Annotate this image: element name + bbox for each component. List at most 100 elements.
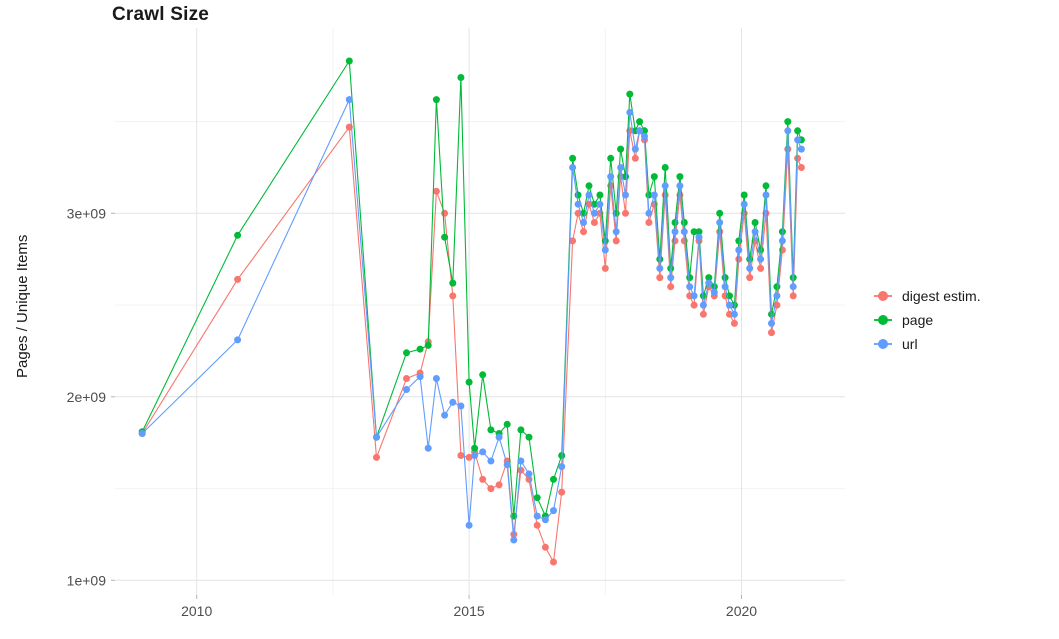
data-point	[789, 283, 797, 291]
data-point	[558, 463, 566, 471]
data-point	[601, 246, 609, 254]
data-point	[768, 319, 775, 327]
data-point	[794, 127, 802, 135]
data-point	[671, 228, 679, 236]
data-point	[574, 191, 582, 199]
data-point	[424, 341, 432, 349]
data-point	[622, 173, 629, 181]
data-point	[740, 191, 748, 199]
data-point	[650, 191, 658, 199]
data-point	[612, 237, 620, 245]
x-tick-label: 2020	[726, 603, 757, 619]
data-point	[441, 233, 449, 241]
data-point	[757, 264, 765, 272]
data-point	[465, 521, 473, 529]
data-point	[730, 319, 738, 327]
data-point	[487, 485, 495, 493]
data-point	[661, 182, 669, 190]
data-point	[695, 233, 703, 241]
data-point	[645, 209, 653, 217]
data-point	[441, 411, 449, 419]
data-point	[465, 453, 473, 461]
data-point	[716, 219, 724, 226]
axis-tick-marks	[111, 212, 742, 599]
data-point	[569, 164, 577, 171]
data-point	[479, 448, 487, 456]
data-point	[735, 237, 743, 245]
data-point	[479, 475, 487, 483]
data-point	[590, 209, 598, 217]
data-point	[751, 228, 759, 236]
data-point	[705, 274, 713, 282]
data-point	[773, 283, 781, 291]
data-point	[525, 433, 533, 441]
data-point	[676, 182, 684, 190]
data-point	[667, 264, 675, 272]
data-point	[626, 108, 634, 116]
data-point	[794, 136, 802, 144]
data-point	[471, 452, 479, 459]
data-point	[585, 182, 593, 190]
data-point	[631, 154, 639, 162]
series-digest-estim	[138, 123, 805, 566]
data-point	[797, 164, 805, 171]
data-point	[726, 301, 733, 309]
data-point	[138, 430, 146, 437]
data-point	[730, 310, 738, 318]
legend-key-digest-dot-icon	[874, 289, 892, 303]
data-point	[403, 349, 410, 357]
data-point	[690, 228, 698, 236]
data-point	[757, 255, 765, 263]
data-point	[645, 219, 653, 226]
data-point	[641, 127, 648, 135]
data-point	[416, 345, 424, 353]
data-point	[686, 283, 694, 291]
data-point	[751, 219, 759, 226]
data-point	[525, 470, 533, 478]
data-point	[607, 154, 615, 162]
data-point	[517, 466, 525, 474]
data-point	[622, 209, 629, 217]
data-point	[617, 164, 625, 171]
data-point	[596, 200, 604, 208]
data-point	[457, 402, 465, 410]
data-point	[797, 145, 805, 153]
data-point	[517, 457, 525, 465]
data-point	[479, 371, 487, 379]
data-point	[495, 433, 503, 441]
data-point	[345, 96, 353, 104]
data-point	[607, 173, 615, 181]
data-point	[716, 209, 724, 217]
data-point	[574, 200, 582, 208]
data-point	[580, 219, 587, 226]
legend-item-digest-estim: digest estim.	[874, 288, 981, 304]
data-point	[617, 145, 625, 153]
data-point	[695, 228, 703, 236]
data-point	[645, 191, 653, 199]
data-point	[449, 292, 457, 300]
y-axis-title: Pages / Unique Items	[14, 234, 31, 378]
data-point	[487, 457, 495, 465]
data-point	[550, 558, 557, 566]
data-point	[517, 426, 525, 434]
data-point	[601, 264, 609, 272]
data-point	[465, 378, 473, 386]
data-point	[416, 373, 424, 381]
data-point	[667, 283, 675, 291]
data-point	[449, 398, 457, 406]
data-point	[373, 433, 380, 441]
data-point	[541, 543, 549, 551]
data-point	[234, 231, 242, 239]
data-point	[746, 274, 754, 282]
legend: digest estim. page url	[874, 288, 981, 352]
data-point	[569, 237, 577, 245]
data-point	[784, 127, 792, 135]
y-tick-label: 3e+09	[67, 205, 107, 221]
chart-title: Crawl Size	[112, 4, 210, 25]
y-tick-label: 2e+09	[67, 389, 107, 405]
data-point	[762, 182, 770, 190]
data-point	[622, 191, 629, 199]
data-point	[721, 283, 729, 291]
